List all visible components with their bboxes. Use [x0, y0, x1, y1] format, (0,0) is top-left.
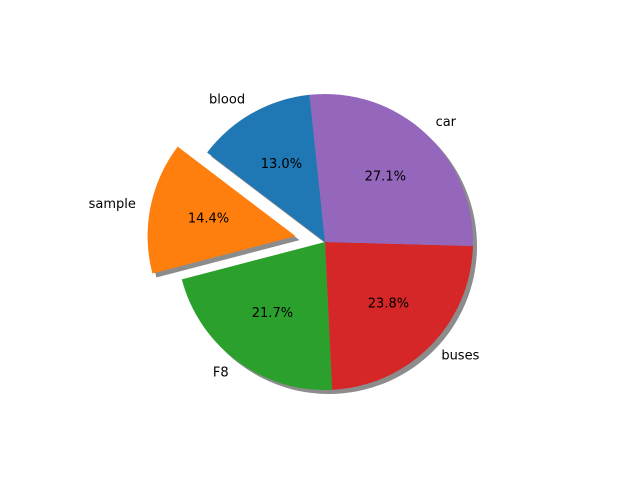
slice-percent-sample: 14.4%	[188, 211, 229, 226]
slice-percent-blood: 13.0%	[261, 157, 302, 172]
slice-label-sample: sample	[89, 197, 136, 212]
slice-label-car: car	[436, 115, 457, 130]
pie-slice-blood	[207, 94, 325, 242]
slice-label-buses: buses	[441, 348, 479, 363]
slice-percent-f8: 21.7%	[252, 306, 293, 321]
pie-slices	[147, 93, 473, 390]
slice-percent-buses: 23.8%	[368, 297, 409, 312]
pie-slice-f8	[181, 242, 333, 390]
slice-label-f8: F8	[213, 366, 229, 381]
pie-slice-buses	[325, 242, 473, 390]
slice-percent-car: 27.1%	[365, 169, 406, 184]
pie-slice-sample	[147, 146, 296, 274]
slice-label-blood: blood	[209, 93, 245, 108]
pie-labels: blood 13.0% sample 14.4% F8 21.7% buses 23.8% ca…	[89, 93, 480, 381]
pie-slice-car	[309, 93, 473, 247]
